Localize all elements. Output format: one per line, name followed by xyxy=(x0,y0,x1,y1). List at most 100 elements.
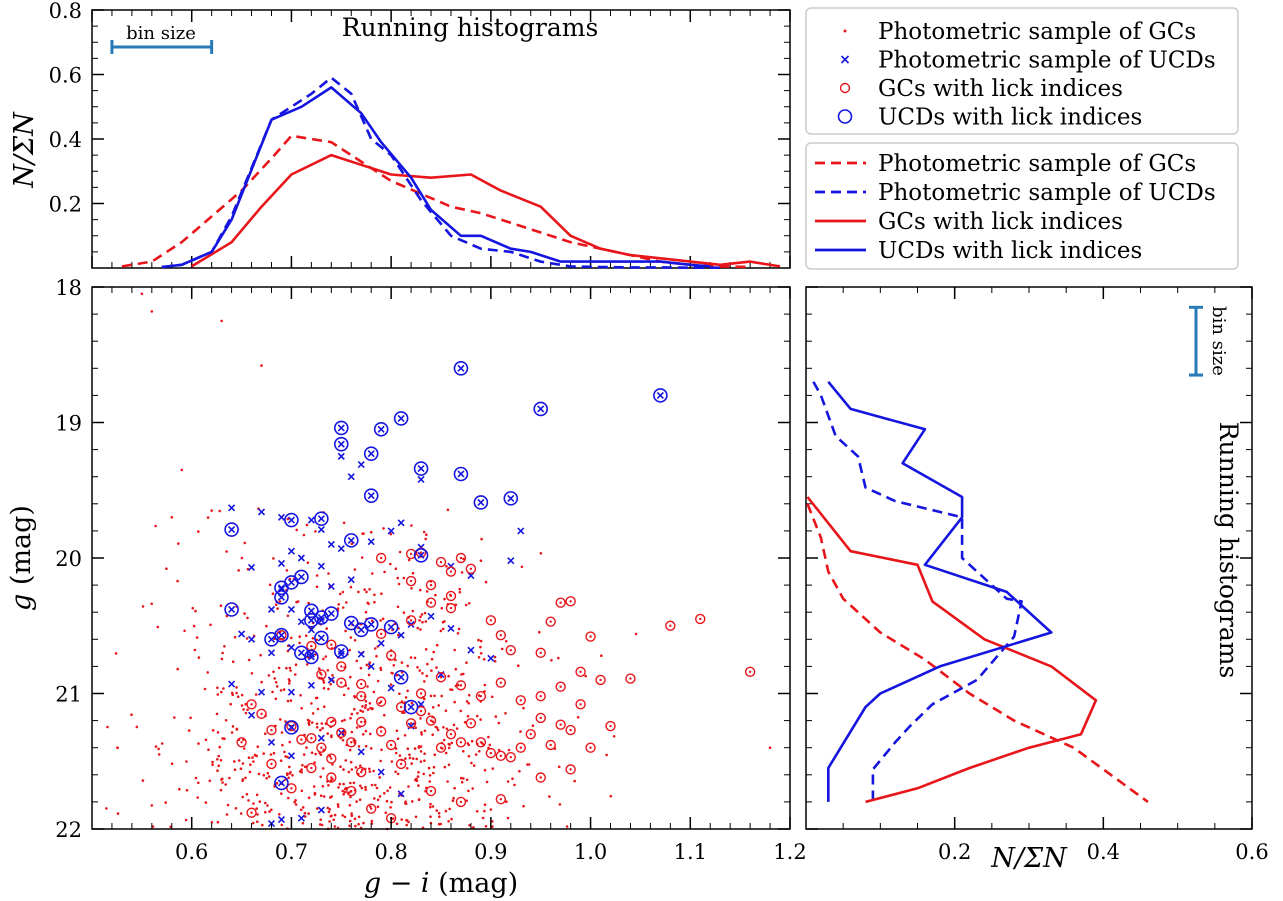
gc-lick-center xyxy=(300,738,303,741)
gc-photometric-point xyxy=(305,663,309,666)
gc-photometric-point xyxy=(373,600,376,604)
ucd-lick-point xyxy=(333,436,349,452)
gc-photometric-point xyxy=(310,751,314,754)
gc-photometric-point xyxy=(317,667,321,670)
gc-photometric-point xyxy=(240,556,244,560)
gc-photometric-point xyxy=(420,733,424,736)
ucd-photometric-point xyxy=(307,516,315,524)
gc-lick-center xyxy=(579,670,582,674)
gc-lick-center xyxy=(449,594,453,598)
ucd-photometric-point xyxy=(507,557,515,565)
gc-photometric-point xyxy=(280,792,283,795)
gc-photometric-point xyxy=(403,734,407,737)
gc-photometric-point xyxy=(433,753,437,756)
gc-photometric-point xyxy=(447,746,451,750)
gc-photometric-point xyxy=(361,710,365,713)
gc-lick-center xyxy=(459,800,463,804)
gc-photometric-point xyxy=(241,779,244,783)
gc-photometric-point xyxy=(342,521,346,525)
gc-photometric-point xyxy=(150,804,154,807)
gc-photometric-point xyxy=(340,719,344,723)
gc-photometric-point xyxy=(151,825,155,828)
gc-photometric-point xyxy=(233,635,237,639)
gc-photometric-point xyxy=(247,756,251,759)
gc-lick-point xyxy=(375,726,387,737)
gc-photometric-point xyxy=(256,745,260,748)
ucd-photometric-point xyxy=(317,806,325,814)
gc-photometric-point xyxy=(313,761,316,764)
ucd-lick-point xyxy=(453,466,469,482)
gc-photometric-point xyxy=(300,789,304,793)
gc-lick-point xyxy=(336,661,347,672)
gc-lick-center xyxy=(629,677,632,680)
gc-photometric-point xyxy=(397,633,400,637)
gc-photometric-point xyxy=(300,771,304,774)
ucd-photometric-point xyxy=(277,815,286,824)
gc-photometric-point xyxy=(230,731,234,734)
gc-photometric-point xyxy=(479,645,482,649)
gc-photometric-point xyxy=(378,795,382,798)
ucd-photometric-point xyxy=(417,475,425,483)
gc-photometric-point xyxy=(349,760,353,764)
gc-photometric-point xyxy=(406,664,410,668)
gc-photometric-point xyxy=(450,741,454,745)
right-x-tick-label: 0.4 xyxy=(1087,840,1120,864)
right-histogram-panel: Running histograms 0.2 0.4 0.6 N/ΣN bin si… xyxy=(805,286,1269,874)
gc-lick-center xyxy=(449,732,453,736)
gc-photometric-point xyxy=(285,666,288,670)
gc-photometric-point xyxy=(270,808,273,812)
gc-photometric-point xyxy=(247,658,251,662)
gc-photometric-point xyxy=(425,674,429,678)
gc-lick-point xyxy=(405,575,417,587)
gc-photometric-point xyxy=(216,758,219,761)
gc-lick-center xyxy=(569,768,572,771)
gc-lick-point xyxy=(495,677,507,688)
gc-lick-center xyxy=(419,692,423,695)
ucd-lick-cross xyxy=(347,619,355,627)
gc-photometric-point xyxy=(386,789,389,793)
gc-lick-point xyxy=(346,737,357,748)
gc-photometric-point xyxy=(321,726,324,730)
ucd-photometric-point xyxy=(238,630,246,638)
ucd-lick-point xyxy=(314,610,329,625)
gc-lick-point xyxy=(525,728,536,740)
gc-lick-center xyxy=(539,716,542,720)
ucd-photometric-point xyxy=(317,525,325,534)
gc-lick-point xyxy=(326,716,337,728)
gc-photometric-point xyxy=(341,789,344,793)
gc-photometric-point xyxy=(263,732,267,735)
gc-photometric-point xyxy=(219,788,223,792)
gc-photometric-point xyxy=(333,813,337,817)
gc-photometric-point xyxy=(768,746,772,749)
ucd-lick-cross xyxy=(287,578,295,586)
gc-photometric-point xyxy=(228,776,231,780)
gc-photometric-point xyxy=(350,814,354,818)
gc-photometric-point xyxy=(327,810,331,814)
ucd-lick-cross xyxy=(228,605,236,614)
gc-photometric-point xyxy=(576,716,580,719)
right-x-ticks: 0.2 0.4 0.6 xyxy=(842,287,1269,864)
gc-photometric-point xyxy=(379,668,383,671)
gc-photometric-point xyxy=(474,753,478,756)
gc-photometric-point xyxy=(359,709,362,712)
gc-photometric-point xyxy=(311,712,315,715)
gc-photometric-point xyxy=(353,707,356,711)
gc-photometric-point xyxy=(219,604,223,607)
ucd-lick-cross xyxy=(337,440,345,448)
gc-photometric-point xyxy=(453,700,457,704)
gc-lick-center xyxy=(559,723,562,726)
ucd-photometric-point xyxy=(277,559,286,567)
gc-lick-point xyxy=(246,807,257,818)
gc-photometric-point xyxy=(466,715,470,718)
gc-lick-point xyxy=(485,615,497,626)
gc-photometric-point xyxy=(391,672,394,675)
ucd-lick-cross xyxy=(377,425,385,433)
ucd-photometric-point xyxy=(327,582,335,591)
ucd-lick-point xyxy=(333,420,349,436)
gc-photometric-point xyxy=(423,759,426,762)
gc-photometric-point xyxy=(365,590,368,594)
gc-photometric-point xyxy=(343,815,347,819)
top-series-3 xyxy=(191,153,781,268)
gc-photometric-point xyxy=(347,687,350,690)
gc-photometric-point xyxy=(472,826,475,829)
